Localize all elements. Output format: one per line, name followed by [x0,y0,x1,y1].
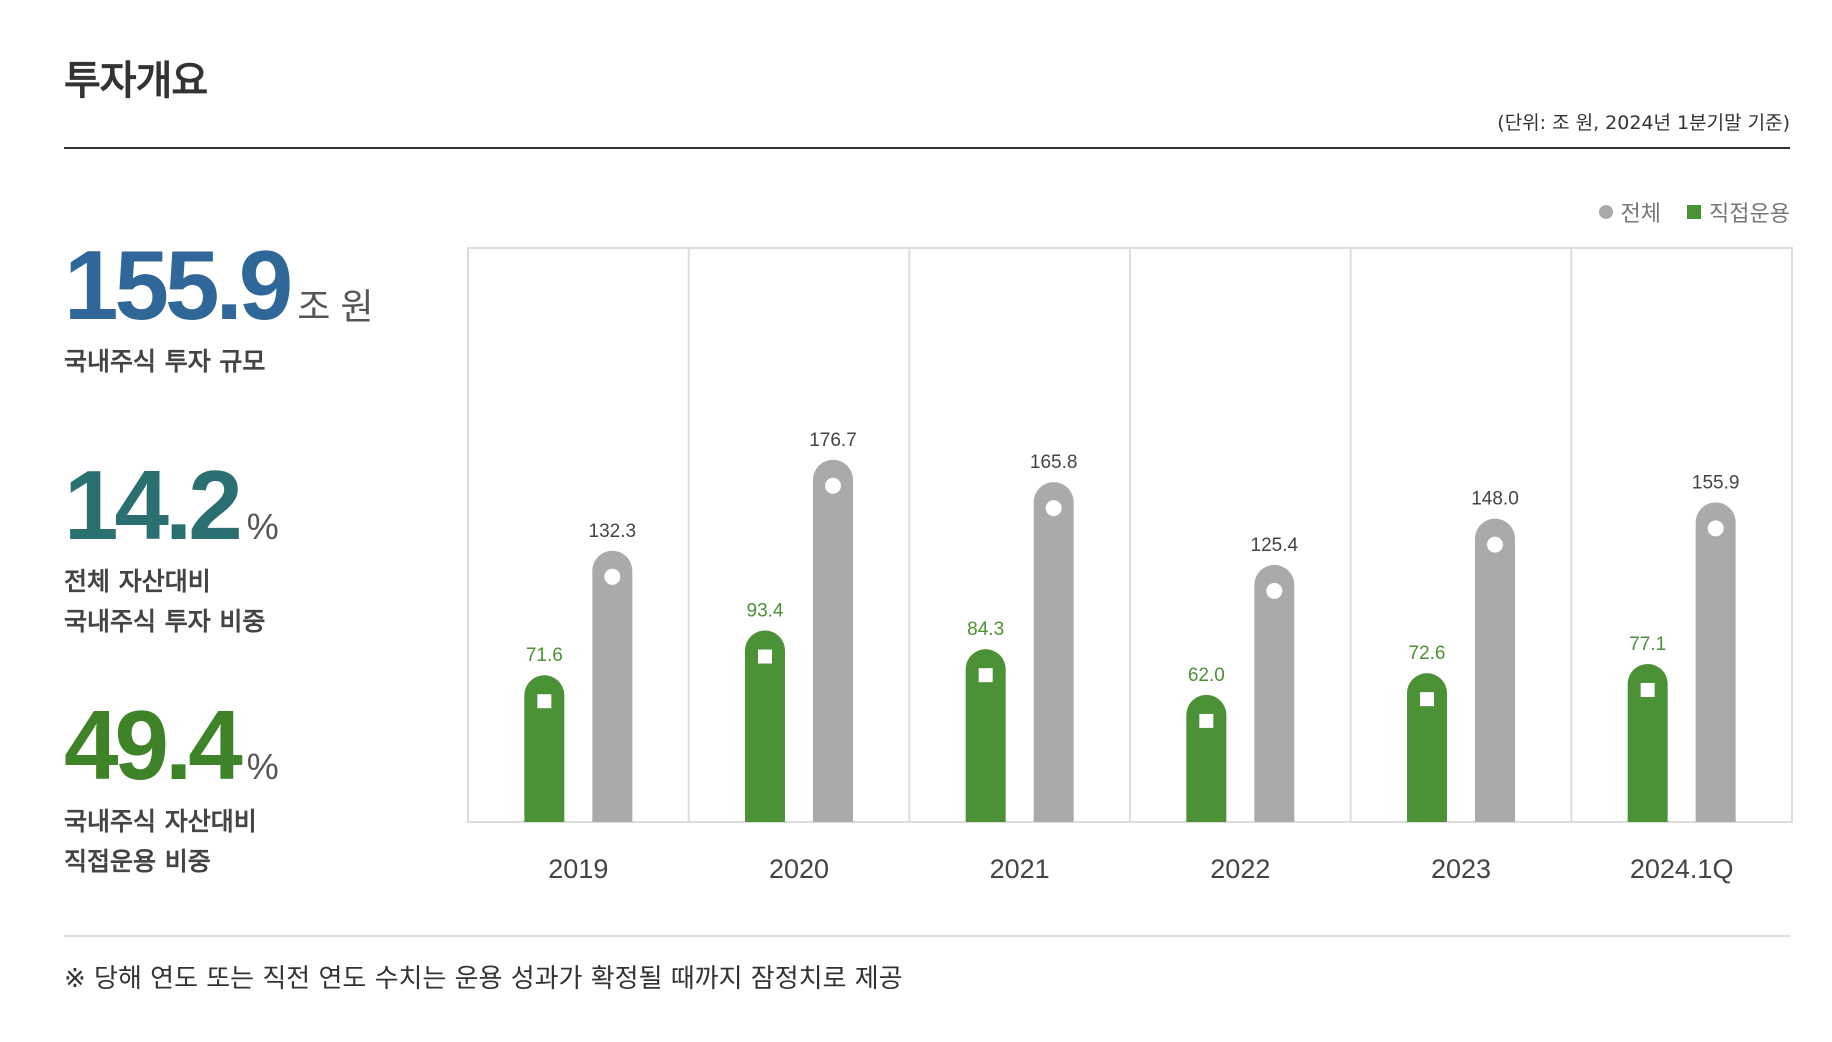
stat-suffix: 조 원 [297,286,374,327]
stat-number: 155.9 [64,230,293,340]
bar-chart: 71.6 132.3 2019 93.4 176.7 2020 84.3 165.8 2021 6… [467,247,1793,884]
stat-desc: 국내주식 투자 규모 [64,347,266,376]
stat-direct-share: 49.4% 국내주식 자산대비 직접운용 비중 [64,696,279,882]
bar-direct [965,649,1006,822]
data-label-total: 132.3 [589,521,637,542]
stat-value: 155.9 조 원 [64,236,374,334]
bar-total [1033,482,1074,822]
legend-label-total: 전체 [1620,202,1662,227]
data-label-total: 148.0 [1471,489,1519,510]
bar-direct-marker [1640,682,1655,697]
x-tick-label: 2023 [1431,854,1491,884]
bar-total [1254,564,1295,822]
page-title: 투자개요 [64,58,208,104]
data-label-direct: 62.0 [1188,665,1225,686]
stat-number: 49.4 [64,690,243,800]
bar-direct-marker [758,649,772,664]
bar-direct [1407,673,1447,822]
bar-total-marker [1266,582,1283,599]
stat-desc: 국내주식 자산대비 직접운용 비중 [64,807,257,876]
stat-suffix: % [246,506,279,547]
stat-desc: 전체 자산대비 국내주식 투자 비중 [64,567,266,636]
bar-direct [745,630,785,822]
data-label-total: 165.8 [1030,452,1078,473]
bar-direct-marker [978,668,993,683]
data-label-total: 125.4 [1251,535,1299,556]
stat-value: 49.4% [64,696,279,794]
total-legend-marker [1598,205,1613,219]
bar-total-marker [1487,536,1503,553]
x-tick-label: 2019 [548,854,608,884]
unit-note: (단위: 조 원, 2024년 1분기말 기준) [1497,112,1790,134]
stat-value: 14.2% [64,456,279,554]
stat-asset-share: 14.2% 전체 자산대비 국내주식 투자 비중 [64,456,279,642]
bar-total-marker [825,477,841,494]
bar-total-marker [1045,500,1062,517]
stat-investment-size: 155.9 조 원 국내주식 투자 규모 [64,236,374,382]
bottom-divider [64,935,1790,937]
stat-number: 14.2 [64,450,243,560]
x-tick-label: 2022 [1210,854,1270,884]
bar-direct-marker [1199,713,1214,728]
data-label-total: 176.7 [809,430,857,451]
data-label-direct: 93.4 [747,601,784,622]
data-label-direct: 84.3 [967,619,1004,640]
data-label-direct: 77.1 [1629,634,1666,655]
chart-legend: 전체 직접운용 [1598,196,1790,228]
bar-total [1695,502,1736,822]
direct-legend-marker [1687,205,1702,219]
x-tick-label: 2021 [990,854,1050,884]
legend-label-direct: 직접운용 [1709,202,1790,227]
bar-direct [1627,663,1668,822]
bar-direct-marker [1420,692,1434,707]
data-label-total: 155.9 [1692,472,1740,493]
footnote: ※ 당해 연도 또는 직전 연도 수치는 운용 성과가 확정될 때까지 잠정치로… [64,964,903,994]
x-tick-label: 2024.1Q [1630,854,1734,884]
bar-total [592,550,633,822]
bar-total-marker [604,568,621,585]
data-label-direct: 72.6 [1409,643,1446,664]
bar-direct [524,675,565,822]
bar-direct [1186,694,1227,822]
bar-direct-marker [537,694,552,709]
bar-total [1475,518,1515,822]
stat-suffix: % [246,746,279,787]
data-label-direct: 71.6 [526,645,563,666]
x-tick-label: 2020 [769,854,829,884]
top-divider [64,147,1790,149]
bar-total-marker [1707,520,1724,537]
bar-total [813,459,853,822]
